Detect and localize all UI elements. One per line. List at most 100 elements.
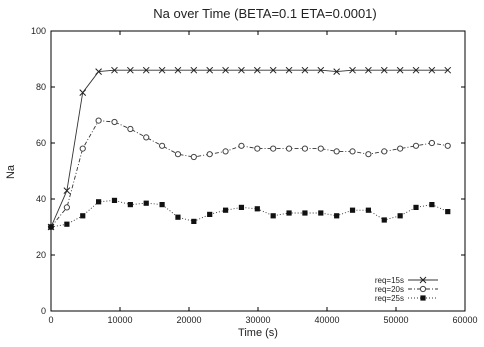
- series-0-point-3: [95, 68, 102, 75]
- series-0-point-23: [412, 66, 420, 74]
- series-2-point-7-shape: [159, 202, 165, 208]
- series-0-point-24: [428, 66, 436, 74]
- series-0-point-21-stroke-b: [380, 66, 388, 74]
- series-0-point-15: [285, 66, 293, 74]
- series-0-point-6-stroke-b: [142, 66, 150, 74]
- series-1-point-18-shape: [333, 148, 340, 155]
- series-1-point-14: [270, 145, 277, 152]
- series-2-point-20: [365, 207, 371, 213]
- series-0-point-21: [380, 66, 388, 74]
- series-2-point-25: [445, 209, 451, 215]
- series-1-point-4-shape: [111, 118, 118, 126]
- series-0-point-17-stroke-b: [317, 66, 325, 74]
- series-1-point-24: [428, 139, 435, 147]
- series-0-point-23-stroke-b: [412, 66, 420, 74]
- series-0-point-16-stroke-b: [301, 66, 309, 74]
- legend-marker-0: [419, 276, 427, 284]
- series-2-point-18: [334, 213, 340, 219]
- series-1-point-10-shape: [206, 151, 213, 158]
- series-2-point-4: [111, 197, 118, 203]
- legend-label-2: req=25s: [375, 294, 404, 303]
- series-2-point-12-shape: [238, 204, 245, 210]
- legend-marker-0-stroke-b: [419, 276, 427, 284]
- series-0-point-14-stroke-b: [269, 66, 277, 74]
- series-1-point-21-shape: [381, 148, 388, 155]
- series-2-point-9: [191, 218, 197, 224]
- x-tick-label-4: 40000: [314, 315, 339, 325]
- series-0-point-14: [269, 66, 277, 74]
- series-2-point-15: [286, 210, 292, 216]
- series-0-point-3-stroke-b: [95, 68, 102, 75]
- series-1-point-6-shape: [143, 134, 150, 141]
- series-1-point-13: [254, 145, 261, 152]
- series-1-point-19: [349, 148, 356, 155]
- series-1-point-22-shape: [397, 145, 404, 152]
- series-1-point-25-shape: [444, 142, 451, 149]
- x-tick-label-3: 30000: [245, 315, 270, 325]
- series-1-point-8-shape: [174, 151, 182, 158]
- x-tick-label-1: 10000: [107, 315, 132, 325]
- series-1-point-12-shape: [238, 142, 245, 149]
- series-0-point-1-stroke-b: [63, 187, 71, 194]
- x-tick-label-2: 20000: [176, 315, 201, 325]
- series-1-point-5: [127, 125, 134, 133]
- series-2-point-5: [127, 202, 133, 208]
- series-2-point-10-shape: [207, 211, 213, 217]
- series-0-point-22-stroke-b: [396, 66, 404, 74]
- chart-title: Na over Time (BETA=0.1 ETA=0.0001): [153, 6, 377, 21]
- series-2-point-17: [318, 210, 324, 216]
- series-2-point-13: [254, 206, 260, 212]
- series-1-point-22: [397, 145, 404, 152]
- series-2-point-3-shape: [96, 199, 102, 205]
- series-0-point-10-stroke-b: [206, 66, 214, 74]
- series-1-point-17: [317, 145, 324, 152]
- legend-marker-2-shape: [420, 295, 426, 301]
- series-0-point-6: [142, 66, 150, 74]
- series-2-point-2: [80, 213, 86, 219]
- y-tick-label-5: 100: [31, 26, 46, 36]
- series-0-point-22: [396, 66, 404, 74]
- series-1-point-19-shape: [349, 148, 356, 155]
- series-1-point-7-shape: [158, 142, 166, 149]
- series-1-point-5-shape: [127, 125, 134, 133]
- series-0-point-2-stroke-b: [79, 89, 87, 96]
- series-0-point-12: [238, 66, 245, 74]
- series-0: [47, 66, 452, 231]
- series-1-point-3-shape: [95, 117, 102, 124]
- series-2-point-8-shape: [175, 214, 181, 220]
- series-0-point-8-stroke-b: [174, 66, 182, 74]
- y-tick-label-1: 20: [36, 250, 46, 260]
- series-2-point-0: [48, 224, 54, 230]
- series-0-point-18: [333, 68, 341, 75]
- legend-marker-2: [420, 295, 426, 301]
- series-2-point-6-shape: [143, 200, 149, 206]
- series-0-point-20: [365, 66, 372, 74]
- series-1-line: [50, 120, 448, 228]
- series-2-point-17-shape: [318, 210, 324, 216]
- ticks-layer: 0 10000 20000 30000 40000 50000 60000 0 20 40 60 80…: [31, 26, 478, 325]
- series-0-point-25-stroke-b: [444, 66, 452, 74]
- series-1-point-9: [190, 153, 197, 161]
- series-2-point-22-shape: [397, 213, 403, 219]
- y-tick-label-2: 40: [36, 194, 46, 204]
- series-2-point-3: [96, 199, 102, 205]
- series-2-point-19: [349, 207, 356, 213]
- y-axis-label: Na: [5, 164, 17, 179]
- series-2-point-8: [175, 214, 181, 220]
- series-0-point-2: [79, 89, 87, 96]
- series-2-point-24: [429, 202, 435, 208]
- x-axis-label: Time (s): [238, 327, 278, 339]
- series-2-point-14: [270, 213, 276, 219]
- series-1-point-15-shape: [285, 145, 293, 152]
- series-2-point-1-shape: [64, 221, 70, 227]
- series-1-point-14-shape: [270, 145, 277, 152]
- series-1-point-10: [206, 151, 213, 158]
- series-2-line: [50, 199, 448, 228]
- series-2-point-2-shape: [80, 213, 86, 219]
- series-1-point-8: [174, 151, 182, 158]
- y-tick-label-0: 0: [41, 306, 46, 316]
- series-0-point-25: [444, 66, 452, 74]
- x-tick-label-0: 0: [48, 315, 53, 325]
- series-2-point-10: [207, 211, 213, 217]
